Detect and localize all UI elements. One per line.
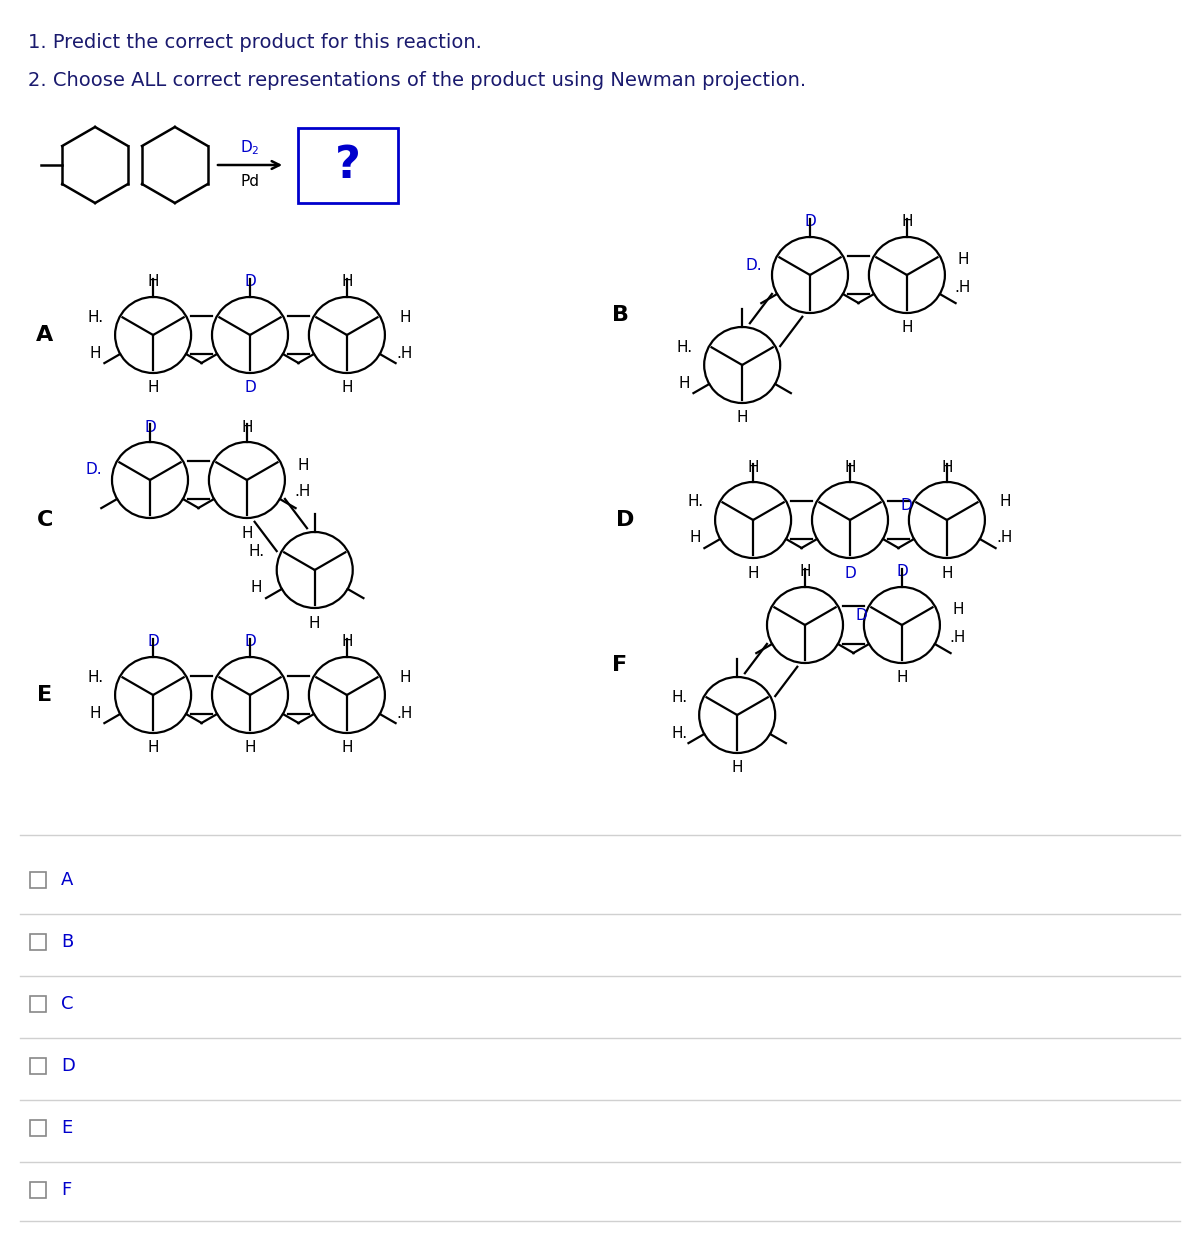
- Text: H: H: [952, 603, 964, 618]
- Text: H: H: [341, 381, 353, 396]
- Text: H: H: [89, 706, 101, 721]
- Text: D: D: [61, 1057, 74, 1074]
- Text: .H: .H: [397, 346, 413, 361]
- Text: H: H: [241, 420, 253, 435]
- Text: A: A: [61, 872, 73, 889]
- FancyBboxPatch shape: [298, 128, 398, 203]
- Text: B: B: [612, 305, 629, 325]
- Text: H: H: [341, 635, 353, 650]
- Text: H: H: [148, 741, 158, 756]
- Text: D$_2$: D$_2$: [240, 138, 259, 157]
- Text: F: F: [612, 655, 628, 675]
- Text: H.: H.: [688, 494, 703, 509]
- Text: H: H: [241, 525, 253, 540]
- Text: H: H: [748, 459, 758, 474]
- Text: E: E: [37, 685, 53, 705]
- Text: H: H: [341, 741, 353, 756]
- Text: H: H: [89, 346, 101, 361]
- Text: H: H: [732, 761, 743, 776]
- Text: H: H: [298, 457, 308, 473]
- Text: A: A: [36, 325, 54, 345]
- Text: H.: H.: [671, 690, 688, 705]
- Text: .H: .H: [295, 484, 311, 499]
- Text: D: D: [244, 381, 256, 396]
- Text: H: H: [308, 615, 320, 630]
- Text: H.: H.: [88, 310, 103, 325]
- Text: D: D: [900, 498, 912, 513]
- Text: H: H: [341, 274, 353, 290]
- Text: H: H: [148, 274, 158, 290]
- FancyBboxPatch shape: [30, 1120, 46, 1135]
- Text: H: H: [245, 741, 256, 756]
- Text: .H: .H: [949, 630, 966, 645]
- Text: H: H: [737, 411, 748, 426]
- Text: .H: .H: [997, 530, 1013, 545]
- Text: D: D: [244, 635, 256, 650]
- Text: H: H: [251, 580, 263, 595]
- Text: D: D: [616, 510, 634, 530]
- Text: D: D: [144, 420, 156, 435]
- Text: H: H: [799, 564, 811, 579]
- Text: H: H: [901, 214, 913, 229]
- Text: B: B: [61, 933, 73, 951]
- Text: 1. Predict the correct product for this reaction.: 1. Predict the correct product for this …: [28, 32, 482, 51]
- Text: C: C: [37, 510, 53, 530]
- Text: H: H: [400, 670, 410, 685]
- Text: 2. Choose ALL correct representations of the product using Newman projection.: 2. Choose ALL correct representations of…: [28, 71, 806, 90]
- Text: F: F: [61, 1182, 71, 1199]
- Text: D: D: [844, 565, 856, 580]
- FancyBboxPatch shape: [30, 1058, 46, 1074]
- Text: H: H: [845, 459, 856, 474]
- Text: ?: ?: [335, 144, 361, 187]
- Text: H: H: [148, 381, 158, 396]
- Text: D.: D.: [85, 462, 102, 478]
- Text: D: D: [804, 214, 816, 229]
- FancyBboxPatch shape: [30, 872, 46, 888]
- FancyBboxPatch shape: [30, 996, 46, 1012]
- Text: H.: H.: [88, 670, 103, 685]
- Text: H: H: [678, 376, 690, 391]
- Text: H: H: [901, 320, 913, 335]
- Text: D: D: [244, 274, 256, 290]
- Text: H.: H.: [671, 726, 688, 741]
- Text: .H: .H: [397, 706, 413, 721]
- Text: H: H: [689, 530, 701, 545]
- Text: H: H: [1000, 494, 1010, 509]
- Text: H: H: [400, 310, 410, 325]
- Text: D: D: [148, 635, 158, 650]
- Text: D: D: [856, 608, 866, 622]
- Text: H: H: [941, 565, 953, 580]
- Text: H: H: [958, 253, 968, 268]
- Text: Pd: Pd: [240, 174, 259, 189]
- Text: D: D: [896, 564, 907, 579]
- Text: H.: H.: [676, 340, 692, 355]
- FancyBboxPatch shape: [30, 1182, 46, 1198]
- Text: D.: D.: [745, 258, 762, 273]
- Text: E: E: [61, 1119, 72, 1137]
- FancyBboxPatch shape: [30, 934, 46, 950]
- Text: H: H: [748, 565, 758, 580]
- Text: H.: H.: [248, 544, 265, 559]
- Text: .H: .H: [955, 279, 971, 295]
- Text: C: C: [61, 995, 73, 1013]
- Text: H: H: [896, 671, 907, 686]
- Text: H: H: [941, 459, 953, 474]
